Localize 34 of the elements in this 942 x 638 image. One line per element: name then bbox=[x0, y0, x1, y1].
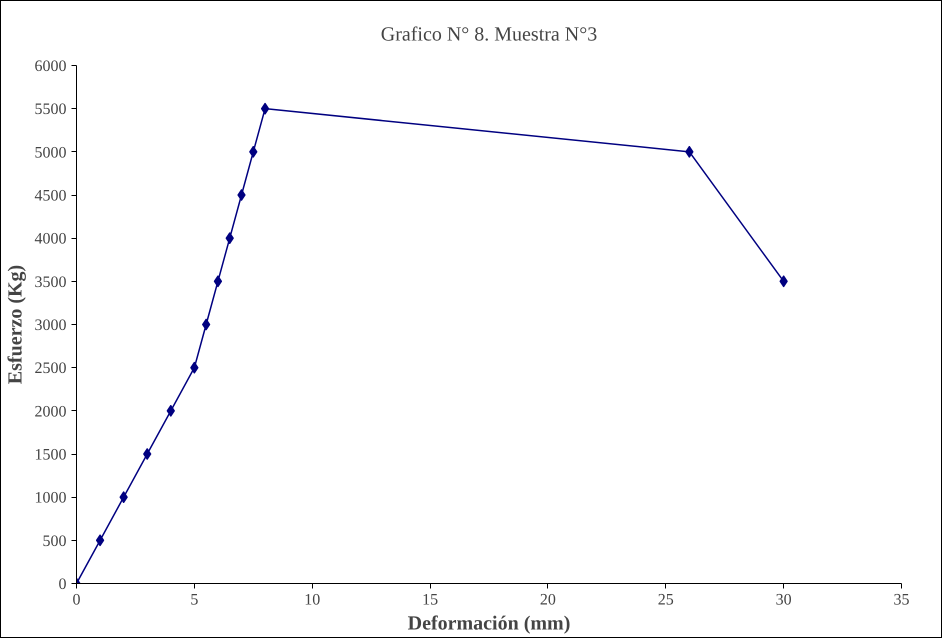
point bbox=[190, 362, 199, 374]
y-tick-label: 2500 bbox=[34, 360, 66, 378]
y-tick-label: 5000 bbox=[34, 144, 66, 162]
x-axis-title: Deformación (mm) bbox=[408, 612, 570, 634]
point bbox=[237, 189, 246, 201]
x-tick-label: 20 bbox=[540, 592, 556, 608]
y-tick-label: 500 bbox=[42, 532, 66, 550]
y-tick-label: 6000 bbox=[34, 58, 66, 75]
x-tick-label: 35 bbox=[894, 592, 910, 608]
y-tick-label: 4500 bbox=[34, 188, 66, 204]
x-tick-label: 30 bbox=[776, 592, 792, 608]
point bbox=[685, 146, 694, 158]
point bbox=[779, 275, 788, 288]
y-tick-label: 5500 bbox=[34, 101, 66, 118]
x-tick-label: 0 bbox=[72, 592, 80, 608]
chart-title: Grafico N° 8. Muestra N°3 bbox=[380, 24, 598, 46]
y-tick-label: 4000 bbox=[34, 230, 66, 248]
point bbox=[119, 491, 128, 504]
y-tick-label: 3000 bbox=[34, 317, 66, 334]
y-tick-label: 3500 bbox=[34, 274, 66, 291]
x-tick-label: 10 bbox=[304, 592, 320, 608]
point bbox=[143, 448, 152, 460]
x-tick-label: 25 bbox=[658, 592, 674, 608]
y-tick-label: 2000 bbox=[34, 403, 66, 420]
point bbox=[96, 534, 104, 546]
x-tick-label: 5 bbox=[190, 592, 198, 608]
y-tick-label: 0 bbox=[58, 576, 66, 593]
y-tick-label: 1500 bbox=[34, 446, 66, 464]
y-tick-label: 1000 bbox=[34, 490, 66, 507]
point bbox=[214, 275, 222, 288]
x-tick-label: 15 bbox=[422, 592, 438, 608]
y-axis-title: Esfuerzo (Kg) bbox=[4, 264, 26, 384]
point bbox=[260, 102, 270, 115]
point bbox=[202, 318, 210, 330]
